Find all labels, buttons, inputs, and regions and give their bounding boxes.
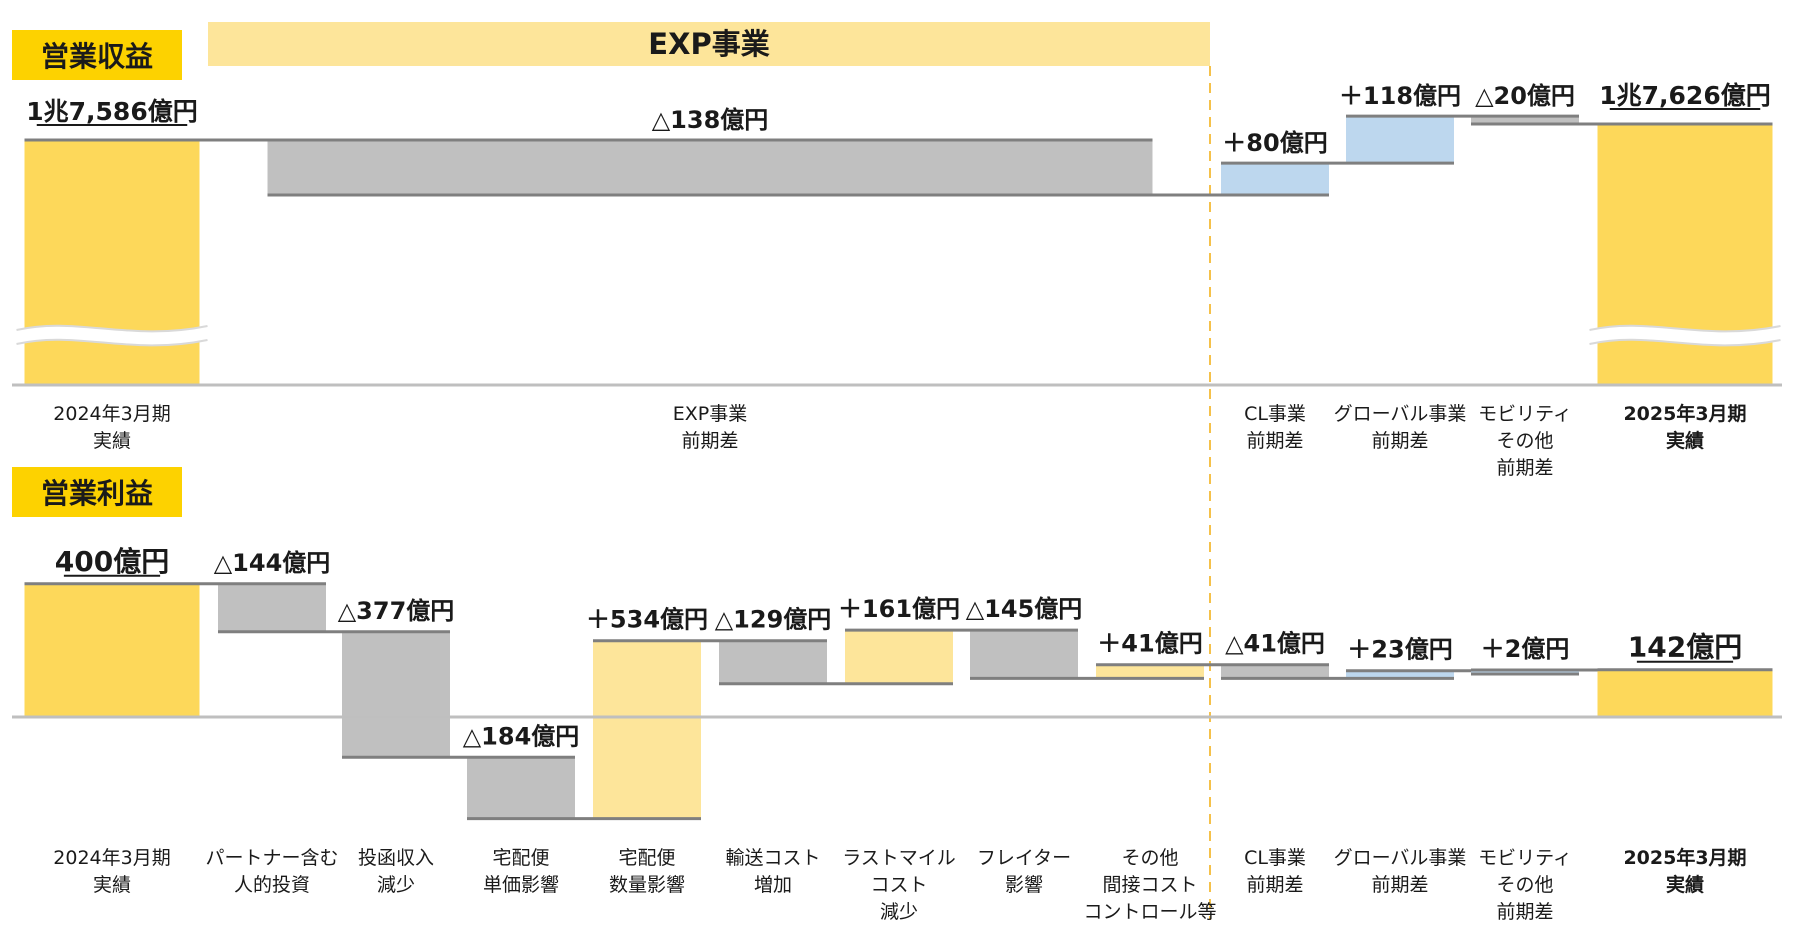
axis-break-line bbox=[1589, 338, 1781, 347]
data-label: 1兆7,626億円 bbox=[1599, 81, 1770, 110]
revenue-bar-total bbox=[24, 140, 200, 385]
profit-bar-delta bbox=[342, 631, 450, 758]
revenue-title-box bbox=[12, 30, 182, 80]
category-label: EXP事業前期差 bbox=[673, 403, 747, 452]
data-label: ＋118億円 bbox=[1339, 82, 1461, 110]
data-label: 142億円 bbox=[1628, 631, 1742, 664]
profit-bar-total bbox=[1597, 669, 1773, 717]
revenue-bar-delta bbox=[1346, 116, 1454, 164]
category-label: その他間接コストコントロール等 bbox=[1083, 847, 1216, 923]
data-label: ＋161億円 bbox=[838, 595, 960, 623]
category-label: CL事業前期差 bbox=[1244, 847, 1306, 896]
category-label: 2025年3月期実績 bbox=[1623, 402, 1746, 452]
profit-bar-delta bbox=[1346, 670, 1454, 679]
category-label: グローバル事業前期差 bbox=[1334, 403, 1467, 452]
profit-bar-delta bbox=[218, 583, 326, 632]
profit-bar-delta bbox=[1221, 664, 1329, 679]
data-label: △145億円 bbox=[966, 595, 1083, 623]
data-label: △129億円 bbox=[715, 606, 832, 634]
profit-bar-delta bbox=[845, 630, 953, 684]
axis-break-band bbox=[1589, 325, 1781, 346]
category-label: 2025年3月期実績 bbox=[1623, 846, 1746, 896]
category-label: モビリティその他前期差 bbox=[1478, 847, 1572, 923]
data-label: ＋80億円 bbox=[1222, 129, 1327, 157]
revenue-bar-delta bbox=[1471, 116, 1579, 125]
data-label: ＋2億円 bbox=[1481, 635, 1570, 663]
data-label: △20億円 bbox=[1475, 82, 1575, 110]
category-label: 宅配便単価影響 bbox=[483, 847, 559, 896]
profit-bar-delta bbox=[593, 640, 701, 819]
category-label: ラストマイルコスト減少 bbox=[842, 847, 956, 923]
background-layer bbox=[12, 22, 1210, 517]
revenue-bar-delta bbox=[267, 140, 1153, 195]
category-label: モビリティその他前期差 bbox=[1478, 403, 1572, 479]
data-label: △377億円 bbox=[338, 597, 455, 625]
data-label: △41億円 bbox=[1225, 630, 1325, 658]
data-label: ＋23億円 bbox=[1347, 636, 1452, 664]
revenue-title: 営業収益 bbox=[41, 40, 153, 73]
data-label: 1兆7,586億円 bbox=[26, 97, 197, 126]
category-label: 2024年3月期実績 bbox=[53, 403, 170, 452]
category-label: 投函収入減少 bbox=[358, 847, 434, 896]
lines-layer bbox=[12, 66, 1782, 920]
data-label: △138億円 bbox=[652, 106, 769, 134]
axis-break-line bbox=[16, 338, 208, 347]
category-label: 2024年3月期実績 bbox=[53, 847, 170, 896]
data-label: △144億円 bbox=[214, 549, 331, 577]
category-label: 輸送コスト増加 bbox=[725, 847, 820, 896]
category-label: パートナー含む人的投資 bbox=[205, 847, 338, 896]
exp-banner bbox=[208, 22, 1210, 66]
data-label: ＋41億円 bbox=[1097, 630, 1202, 658]
data-label: ＋534億円 bbox=[586, 606, 708, 634]
category-label: グローバル事業前期差 bbox=[1334, 847, 1467, 896]
profit-bar-delta bbox=[1096, 664, 1204, 679]
bars-layer bbox=[24, 116, 1773, 819]
category-label: フレイター影響 bbox=[977, 847, 1071, 896]
profit-bar-delta bbox=[970, 630, 1078, 679]
revenue-bar-delta bbox=[1221, 163, 1329, 195]
profit-bar-delta bbox=[467, 757, 575, 819]
axis-break-line bbox=[1589, 324, 1781, 333]
category-label: CL事業前期差 bbox=[1244, 403, 1306, 452]
revenue-bar-total bbox=[1597, 124, 1773, 385]
exp-banner-label: EXP事業 bbox=[648, 27, 769, 61]
axis-break-band bbox=[16, 325, 208, 346]
profit-bar-delta bbox=[1471, 670, 1579, 675]
profit-bar-delta bbox=[719, 640, 827, 684]
profit-title: 営業利益 bbox=[41, 477, 153, 510]
profit-bar-total bbox=[24, 583, 200, 717]
axis-break-line bbox=[16, 324, 208, 333]
profit-title-box bbox=[12, 467, 182, 517]
data-label: △184億円 bbox=[463, 722, 580, 750]
data-label: 400億円 bbox=[55, 545, 169, 578]
category-label: 宅配便数量影響 bbox=[609, 847, 685, 896]
